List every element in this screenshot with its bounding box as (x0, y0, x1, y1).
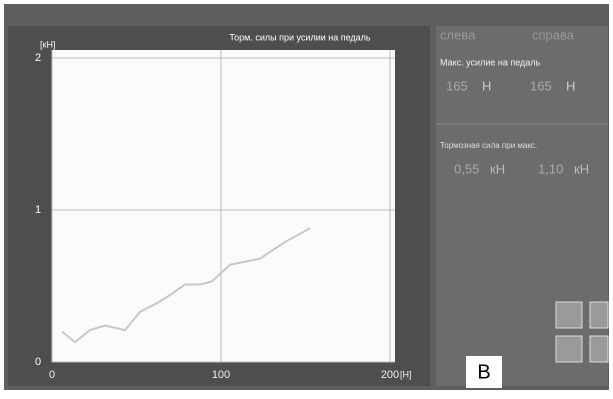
y-axis-label: [кН] (40, 39, 55, 49)
x-tick-label: 0 (49, 369, 55, 381)
pedal-value: 165 (446, 78, 468, 93)
force-label: Тормозная сила при макс. (440, 141, 537, 150)
column-header: справа (532, 27, 575, 42)
force-value: 1,10 (538, 161, 563, 176)
pedal-label: Макс. усилие на педаль (440, 57, 541, 67)
x-tick-label: 100 (212, 369, 230, 381)
force-value: 0,55 (454, 161, 479, 176)
info-button[interactable] (556, 336, 582, 362)
force-unit: кН (574, 161, 589, 176)
list-button[interactable] (590, 302, 608, 328)
help-button[interactable] (590, 336, 608, 362)
chart-title: Торм. силы при усилии на педаль (229, 32, 371, 42)
x-tick-label: 200 (381, 369, 399, 381)
screen: Торм. силы при усилии на педаль [кН] [Н]… (0, 0, 613, 394)
pedal-value: 165 (530, 78, 552, 93)
x-axis-label: [Н] (400, 369, 412, 379)
y-tick-label: 0 (35, 356, 41, 368)
y-tick-label: 1 (35, 204, 41, 216)
pedal-unit: Н (482, 78, 491, 93)
pedal-unit: Н (566, 78, 575, 93)
plot-area (52, 50, 395, 362)
column-header: слева (440, 27, 476, 42)
figure-label: B (477, 361, 490, 383)
y-tick-label: 2 (35, 52, 41, 64)
force-unit: кН (490, 161, 505, 176)
print-button[interactable] (556, 302, 582, 328)
